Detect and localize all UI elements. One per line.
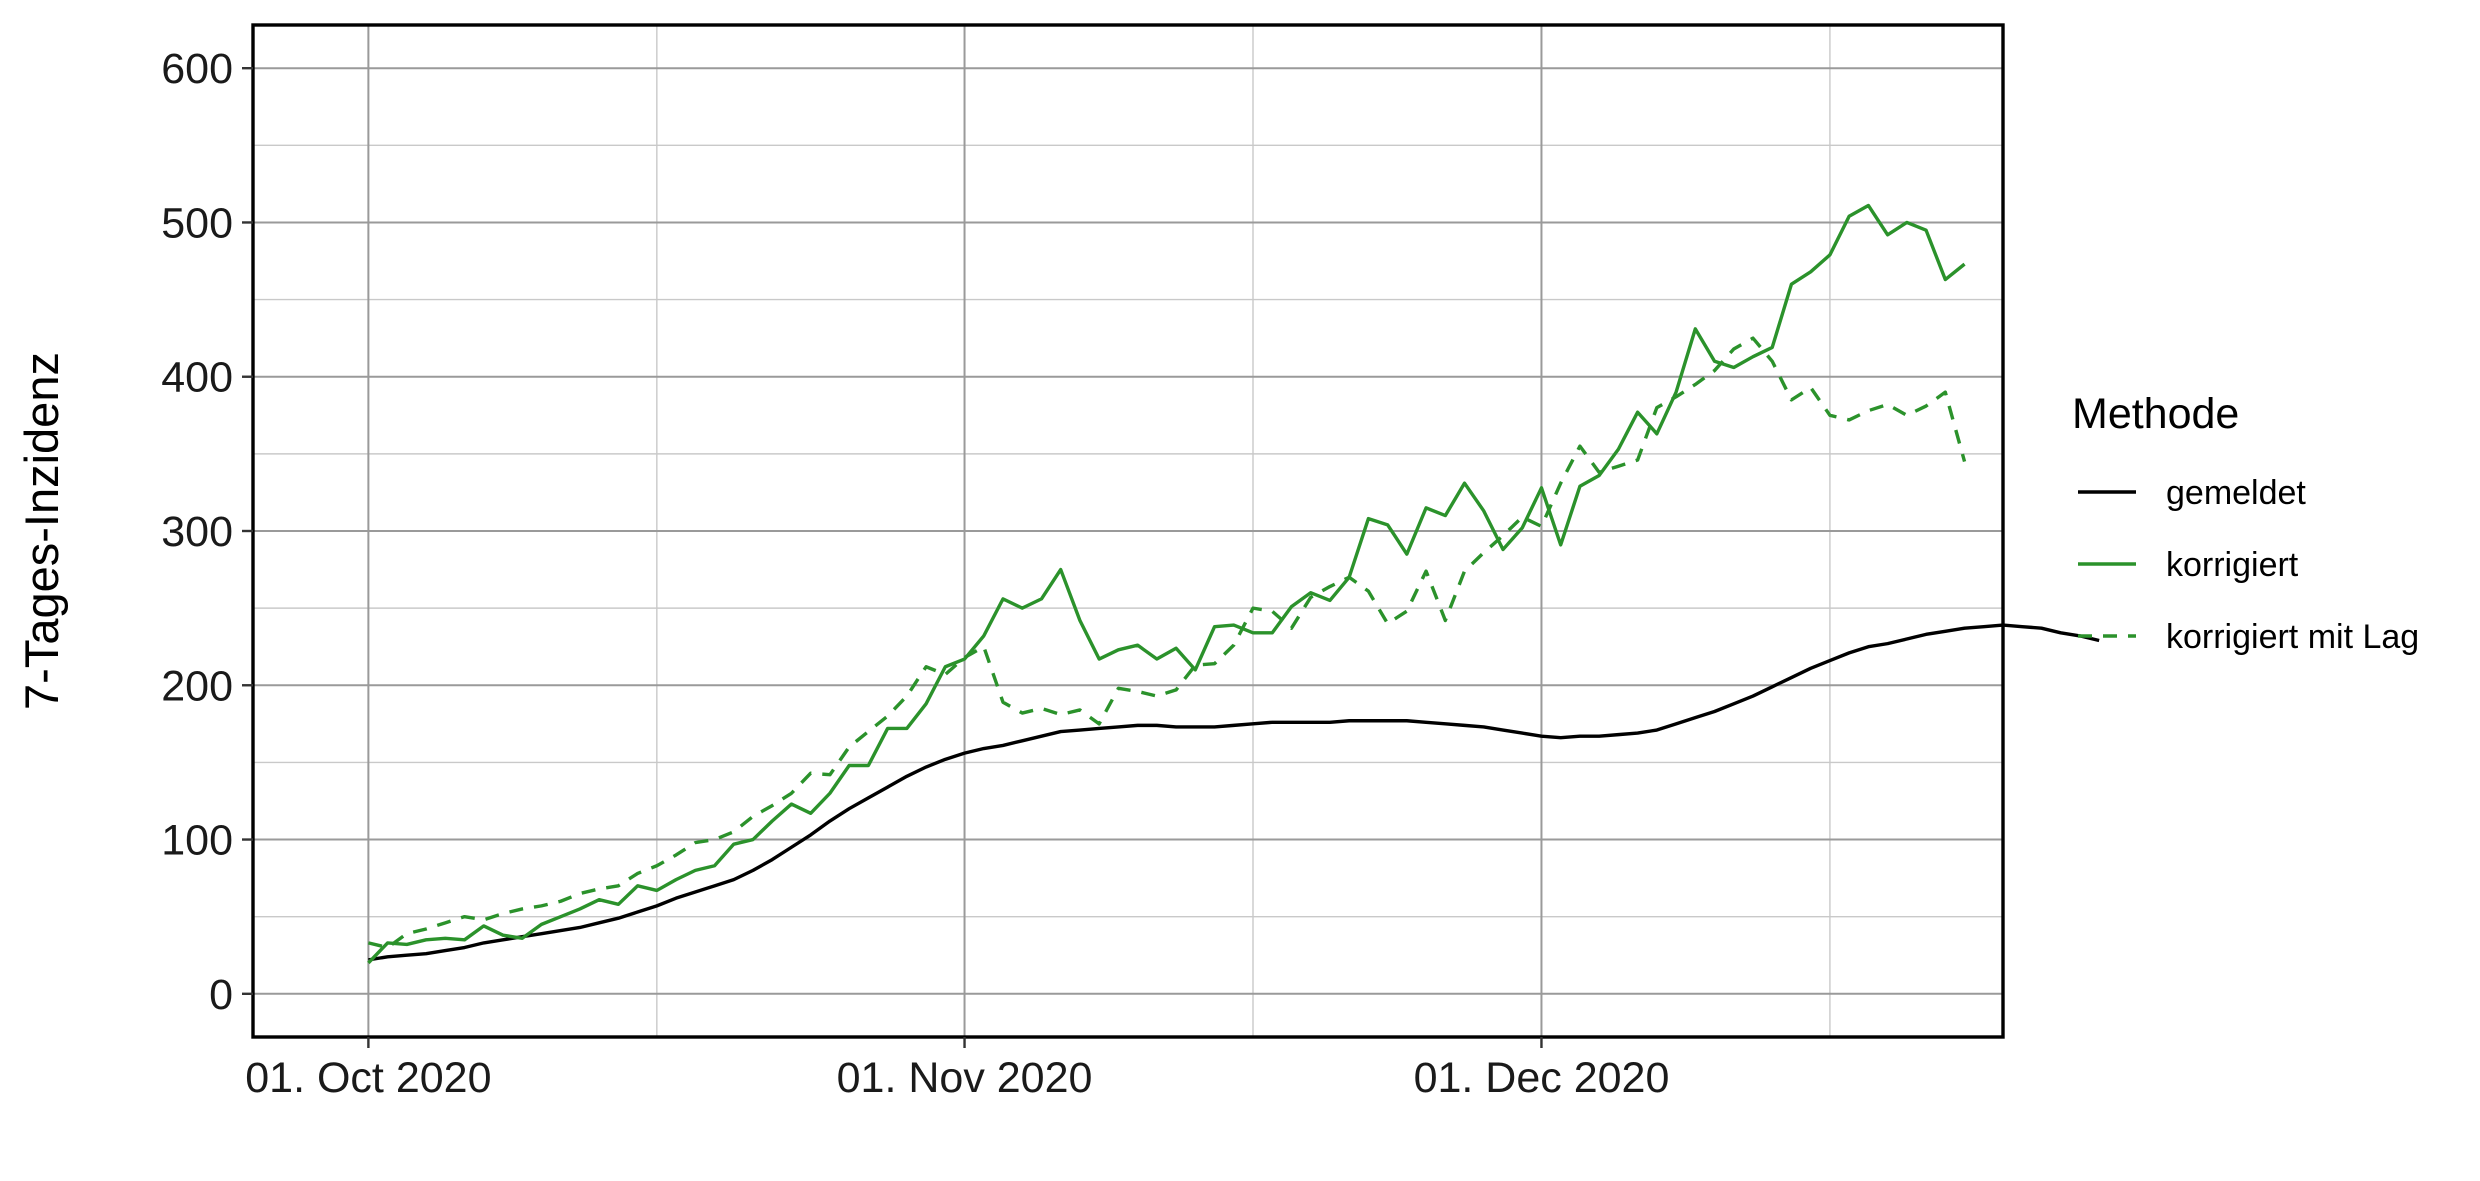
- series-line-1: [368, 623, 2100, 962]
- x-tick-label: 01. Oct 2020: [245, 1054, 491, 1102]
- series-lines: [367, 203, 2100, 965]
- y-tick-label: 500: [161, 199, 233, 247]
- legend-title: Methode: [2072, 390, 2239, 438]
- axis-ticks: [242, 66, 1543, 1048]
- series-line-2: [367, 203, 1966, 965]
- legend-label-3: korrigiert mit Lag: [2166, 618, 2419, 656]
- y-tick-label: 100: [161, 817, 233, 865]
- y-tick-label: 200: [161, 662, 233, 710]
- y-tick-label: 300: [161, 508, 233, 556]
- x-tick-label: 01. Dec 2020: [1414, 1054, 1670, 1102]
- axis-tick-labels: 0 100 200 300 400 500 600 01. Oct 2020 01. Nov 2…: [161, 45, 1669, 1102]
- legend-label-2: korrigiert: [2166, 546, 2299, 584]
- y-tick-label: 0: [209, 971, 233, 1019]
- series-line-3: [367, 336, 1967, 950]
- y-axis-title: 7-Tages-Inzidenz: [15, 352, 68, 710]
- y-tick-label: 400: [161, 354, 233, 402]
- legend-label-1: gemeldet: [2166, 474, 2306, 512]
- grid-lines: [253, 25, 2003, 1037]
- x-tick-label: 01. Nov 2020: [837, 1054, 1093, 1102]
- legend: Methode gemeldet korrigiert korrigiert mit…: [2072, 390, 2419, 656]
- legend-items: gemeldet korrigiert korrigiert mit Lag: [2078, 474, 2419, 656]
- y-tick-label: 600: [161, 45, 233, 93]
